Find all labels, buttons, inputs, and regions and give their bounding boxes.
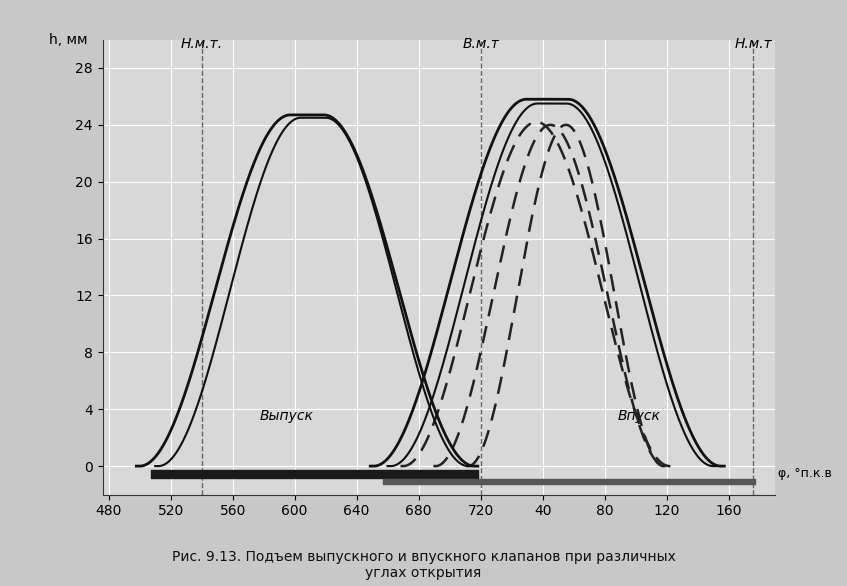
Text: В.м.т: В.м.т [462,37,499,51]
Text: Рис. 9.13. Подъем выпускного и впускного клапанов при различных
углах открытия: Рис. 9.13. Подъем выпускного и впускного… [172,550,675,580]
Text: Впуск: Впуск [617,410,660,424]
Text: Н.м.т.: Н.м.т. [180,37,223,51]
Text: Выпуск: Выпуск [260,410,314,424]
Text: Н.м.т: Н.м.т [734,37,772,51]
Text: φ, °п.к.в: φ, °п.к.в [778,466,832,480]
Text: h, мм: h, мм [48,33,87,47]
